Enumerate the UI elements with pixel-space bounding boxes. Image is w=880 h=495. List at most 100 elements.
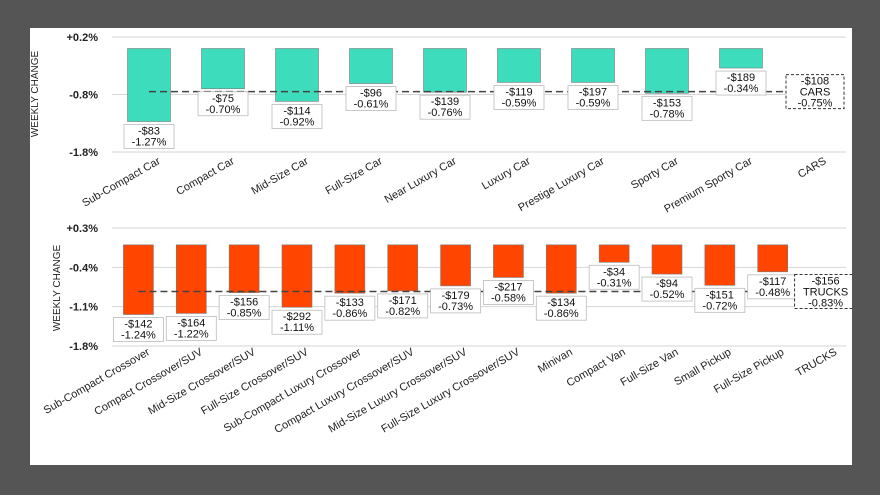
trucks-bar [228,244,260,293]
trucks-data-label: -$133-0.86% [324,295,376,321]
trucks-data-label-dollar: -$292 [283,311,311,323]
cars-data-label-dollar: -$83 [138,126,160,138]
trucks-data-label-percent: -0.85% [227,308,262,320]
trucks-data-label-box [535,295,587,321]
trucks-y-tick-label: -1.1% [69,302,98,314]
cars-bar [423,48,467,93]
cars-data-label-box [345,86,397,111]
trucks-category-label: Full-Size Van [619,346,681,389]
cars-data-label-box [197,91,249,117]
cars-bar [127,48,171,122]
cars-bar [275,48,319,102]
trucks-data-label-dollar: -$164 [177,317,205,329]
trucks-data-label-box [113,317,164,342]
trucks-bar [334,244,366,294]
trucks-bar [175,244,207,314]
trucks-bar [281,244,313,308]
trucks-data-label: -$117-0.48% [747,274,799,300]
cars-data-label: -$75-0.70% [197,91,249,117]
trucks-average-box-frame [794,273,852,309]
trucks-data-label-box [165,316,217,341]
cars-data-label-dollar: -$197 [579,86,607,98]
trucks-data-label-percent: -0.31% [597,277,632,289]
trucks-bar [598,244,630,263]
cars-data-label-box [419,94,471,120]
cars-category-label: Compact Car [174,155,236,198]
trucks-data-label-percent: -0.72% [702,300,737,312]
cars-bar [571,48,615,83]
trucks-category-label: Minivan [536,346,575,375]
cars-data-label-percent: -0.59% [576,97,611,109]
trucks-data-label: -$292-1.11% [271,309,323,335]
cars-y-tick-label: +0.2% [67,32,99,44]
cars-data-label-box [271,104,323,129]
trucks-y-axis-label: WEEKLY CHANGE [52,245,63,332]
trucks-data-label-percent: -1.24% [121,330,156,342]
trucks-data-label: -$134-0.86% [535,295,587,321]
trucks-data-label-dollar: -$134 [547,297,575,309]
cars-bar [645,48,689,94]
cars-average-box-text: -$108 [801,76,829,88]
cars-bar [201,48,245,90]
trucks-bar [545,244,577,294]
cars-category-label: Mid-Size Car [249,155,310,197]
trucks-data-label: -$156-0.85% [218,295,270,321]
trucks-data-label-box [483,280,534,305]
trucks-data-label: -$171-0.82% [377,293,429,319]
trucks-data-label: -$164-1.22% [165,316,217,341]
cars-data-label: -$114-0.92% [271,104,323,129]
trucks-bar [651,244,683,275]
trucks-y-tick-label: +0.3% [67,223,99,235]
cars-data-label-percent: -0.76% [428,107,463,119]
cars-average-box-text: CARS [800,87,831,99]
cars-y-tick-label: -0.8% [69,90,98,102]
cars-data-label-box [123,124,175,149]
cars-data-label-box [567,85,619,110]
cars-data-label-dollar: -$139 [431,96,459,108]
cars-data-label-dollar: -$75 [212,93,234,105]
cars-data-label-dollar: -$114 [283,105,310,117]
trucks-bar [704,244,736,286]
trucks-data-label-box [588,264,640,290]
cars-chart: WEEKLY CHANGE+0.2%-0.8%-1.8%-$83-1.27%-$… [30,32,846,215]
trucks-data-label-box [694,287,746,313]
cars-category-label: Near Luxury Car [383,155,459,206]
cars-data-label-box [641,95,693,121]
cars-category-label: Sporty Car [629,155,681,192]
cars-data-label-box [493,85,545,110]
cars-data-label-percent: -0.92% [280,116,315,128]
cars-y-axis-label: WEEKLY CHANGE [30,51,41,138]
cars-data-label-dollar: -$153 [653,97,681,109]
trucks-data-label: -$179-0.73% [430,288,481,314]
trucks-data-label: -$34-0.31% [588,264,640,290]
trucks-average-box-text: TRUCKS [803,286,848,298]
cars-data-label-dollar: -$119 [505,86,532,98]
trucks-data-label: -$151-0.72% [694,287,746,313]
trucks-data-label-percent: -0.86% [332,308,367,320]
cars-category-label: Full-Size Car [323,155,384,197]
chart-panel: WEEKLY CHANGE +0.2% -0.8% -1.8% -$83 -1.27% -$… [30,28,852,465]
cars-data-label: -$83-1.27% [123,124,175,149]
trucks-data-label-dollar: -$156 [230,297,258,309]
cars-data-label: -$153-0.78% [641,95,693,121]
cars-data-label: -$139-0.76% [419,94,471,120]
cars-data-label-percent: -0.78% [650,108,685,120]
trucks-data-label-box [641,276,693,302]
cars-bar [497,48,541,83]
trucks-data-label-percent: -0.58% [491,292,526,304]
trucks-data-label-percent: -1.22% [174,328,209,340]
cars-data-label-percent: -1.27% [132,137,167,149]
trucks-data-label-dollar: -$133 [336,297,364,309]
trucks-data-label-box [271,309,323,335]
trucks-data-label-box [218,295,270,321]
trucks-bar [387,244,419,292]
trucks-data-label: -$142-1.24% [113,317,164,342]
cars-bar [349,48,393,84]
trucks-average-box-text: -0.83% [808,297,843,309]
trucks-data-label-box [377,293,429,319]
charts-svg: WEEKLY CHANGE+0.2%-0.8%-1.8%-$83-1.27%-$… [30,32,852,436]
cars-data-label-dollar: -$96 [360,88,382,100]
trucks-category-label: Compact Van [565,346,628,389]
trucks-y-tick-label: -0.4% [69,262,98,274]
cars-bar [719,48,763,69]
